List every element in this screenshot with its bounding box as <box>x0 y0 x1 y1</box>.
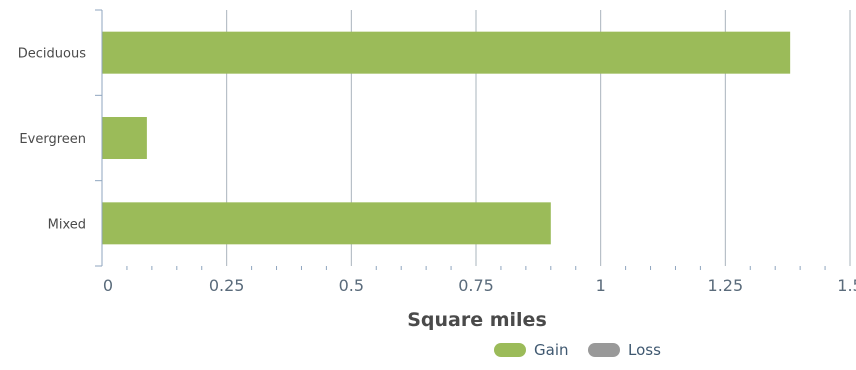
category-label: Deciduous <box>18 47 86 62</box>
bar-evergreen <box>102 117 147 159</box>
x-tick-label: 1.5 <box>837 276 856 295</box>
category-label: Evergreen <box>19 132 86 147</box>
bars <box>102 31 791 245</box>
bar-mixed <box>102 202 551 245</box>
bar-deciduous <box>102 31 791 74</box>
category-labels: Deciduous Evergreen Mixed <box>18 47 86 233</box>
x-axis-title: Square miles <box>407 309 547 331</box>
x-tick-label: 0.25 <box>209 276 245 295</box>
x-tick-label: 0.5 <box>339 276 364 295</box>
legend: Gain Loss <box>494 341 661 359</box>
x-tick-label: 0.75 <box>458 276 494 295</box>
x-tick-label: 1 <box>596 276 606 295</box>
legend-swatch-loss <box>588 343 620 357</box>
axes <box>95 9 826 270</box>
x-tick-labels: 0 0.25 0.5 0.75 1 1.25 1.5 <box>103 276 856 295</box>
legend-label-loss: Loss <box>628 341 661 359</box>
legend-swatch-gain <box>494 343 526 357</box>
category-label: Mixed <box>48 217 86 232</box>
x-tick-label: 1.25 <box>708 276 744 295</box>
legend-label-gain: Gain <box>534 341 569 359</box>
x-tick-label: 0 <box>103 276 113 295</box>
